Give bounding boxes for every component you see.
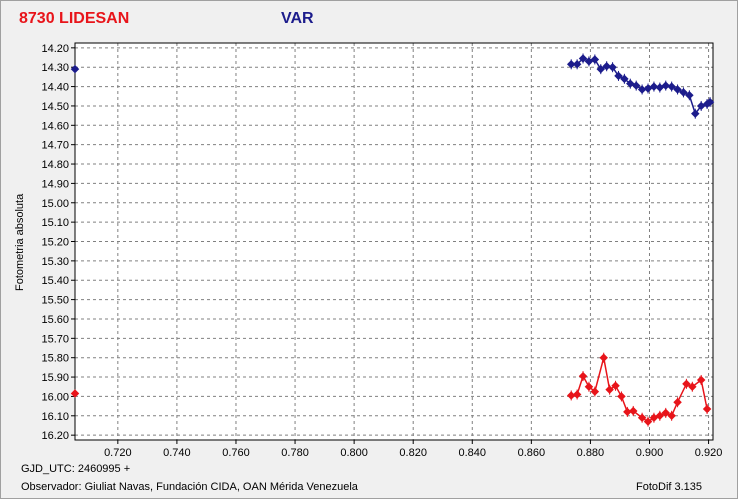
y-tick-label: 14.50 (41, 101, 69, 113)
lower-series-point (673, 397, 682, 407)
lower-series-point (661, 408, 670, 418)
light-curve-chart: 0.720 0.740 0.760 0.780 0.800 0.820 0.840 0.860… (41, 42, 723, 459)
lower-series-point (629, 406, 638, 416)
y-tick-label: 15.70 (41, 333, 69, 345)
x-tick-label: 0.920 (695, 447, 723, 459)
x-tick-label: 0.860 (518, 447, 546, 459)
y-tick-label: 14.70 (41, 140, 69, 152)
y-tick-label: 16.10 (41, 411, 69, 423)
y-tick-label: 15.20 (41, 237, 69, 249)
y-tick-label: 14.80 (41, 159, 69, 171)
lower-series-point (566, 391, 576, 400)
x-tick-label: 0.740 (163, 447, 191, 459)
x-tick-label: 0.820 (399, 447, 427, 459)
upper-series-edge-point (70, 64, 80, 74)
lower-series-point (578, 371, 588, 381)
x-tick-label: 0.900 (636, 447, 664, 459)
lower-series-point (682, 379, 691, 389)
y-tick-label: 15.60 (41, 314, 69, 326)
x-tick-label: 0.800 (340, 447, 368, 459)
lower-series-edge-point (70, 389, 80, 398)
lower-series-point (605, 385, 614, 394)
y-tick-label: 15.40 (41, 275, 69, 287)
x-tick-label: 0.760 (222, 447, 250, 459)
star-label: 8730 LIDESAN (19, 10, 130, 27)
lower-series-point (643, 417, 653, 426)
lower-series-point (572, 390, 582, 399)
y-tick-label: 16.00 (41, 391, 69, 403)
y-tick-label: 14.30 (41, 62, 69, 74)
lower-series-point (617, 392, 626, 401)
y-tick-label: 15.10 (41, 217, 69, 229)
plot-border (74, 42, 714, 441)
lower-series-point (611, 381, 620, 391)
lower-series-point (584, 382, 594, 391)
gjd-label: GJD_UTC: 2460995 + (21, 463, 131, 475)
lower-series-point (655, 411, 665, 421)
y-tick-label: 15.30 (41, 256, 69, 268)
x-tick-label: 0.720 (104, 447, 132, 459)
y-tick-label: 15.80 (41, 353, 69, 365)
lower-series-point (590, 387, 600, 396)
lower-series-point (637, 413, 647, 422)
lower-series-point (702, 404, 712, 414)
lower-series-point (696, 375, 706, 385)
y-tick-label: 15.00 (41, 198, 69, 210)
lower-series-point (623, 407, 632, 417)
y-tick-label: 14.60 (41, 120, 69, 132)
y-tick-label: 15.50 (41, 295, 69, 307)
lower-series-point (667, 411, 676, 421)
observer-label: Observador: Giuliat Navas, Fundación CID… (21, 481, 358, 493)
variable-label: VAR (281, 10, 314, 27)
y-tick-label: 16.20 (41, 430, 69, 442)
y-tick-label: 14.90 (41, 178, 69, 190)
lower-series-point (599, 353, 608, 362)
y-tick-label: 15.90 (41, 372, 69, 384)
y-tick-label: 14.20 (41, 43, 69, 55)
lower-series-point (688, 382, 697, 391)
x-tick-label: 0.840 (459, 447, 487, 459)
x-tick-label: 0.880 (577, 447, 605, 459)
software-label: FotoDif 3.135 (636, 481, 703, 493)
lower-series-line (571, 357, 708, 423)
y-tick-label: 14.40 (41, 82, 69, 94)
x-tick-label: 0.780 (281, 447, 309, 459)
